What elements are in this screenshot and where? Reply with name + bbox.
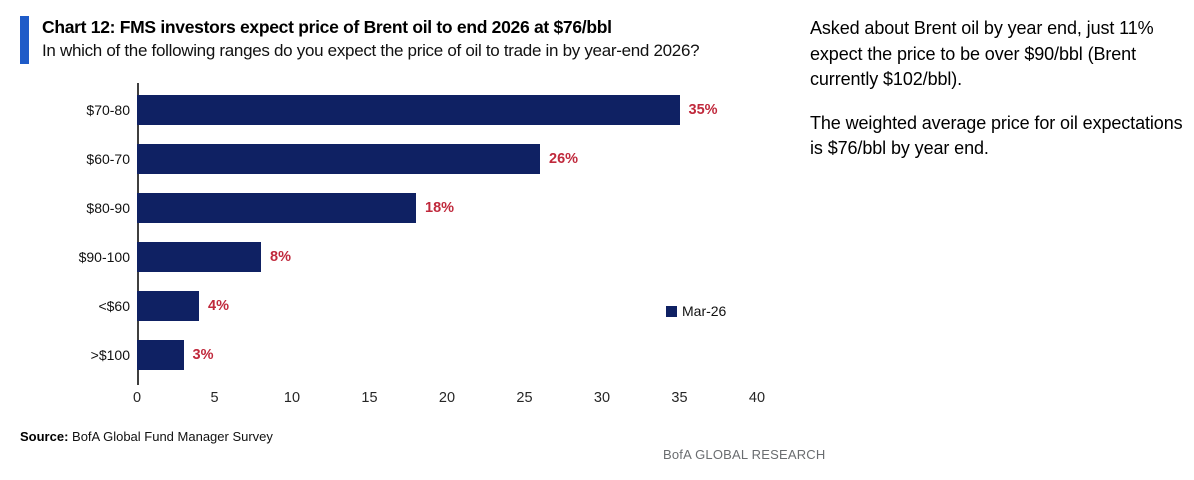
x-axis-tick: 30 [593,390,611,406]
category-label: $60-70 [86,150,130,167]
title-block: Chart 12: FMS investors expect price of … [42,16,700,64]
bar [137,340,184,371]
source-note: Source: BofA Global Fund Manager Survey [20,429,273,444]
bar-row: >$100 3% [91,331,757,380]
legend-label: Mar-26 [682,303,727,319]
bar-row: $60-70 26% [86,134,757,183]
commentary: Asked about Brent oil by year end, just … [810,16,1192,162]
x-axis-tick: 10 [283,390,301,406]
x-axis-tick: 15 [361,390,378,406]
value-label: 4% [208,298,229,315]
x-axis-tick: 5 [210,390,219,406]
bar [137,94,680,125]
source-text: BofA Global Fund Manager Survey [68,429,273,444]
category-label: $70-80 [86,101,130,118]
source-label: Source: [20,429,69,444]
category-label: $90-100 [78,249,130,266]
bar [137,143,540,174]
value-label: 35% [688,101,718,118]
value-label: 18% [425,199,455,216]
x-axis-tick: 20 [438,390,456,406]
x-axis-tick: 35 [671,390,688,406]
x-axis-tick: 40 [748,390,766,406]
commentary-para-1: Asked about Brent oil by year end, just … [810,18,1154,89]
accent-bar [20,16,29,64]
plot-area: $70-80 35% $60-70 26% $80-90 18% $90-100… [79,83,757,385]
legend: Mar-26 [666,303,726,319]
bar-row: $70-80 35% [86,85,757,134]
brand-text: BofA GLOBAL RESEARCH [663,447,826,462]
x-axis-tick: 0 [132,390,142,406]
bar-row: <$60 4% [98,282,757,331]
category-label: <$60 [98,298,130,315]
bar [137,192,416,223]
category-label: $80-90 [86,199,130,216]
bar [137,242,261,273]
page-title: Chart 12: FMS investors expect price of … [42,17,612,37]
value-label: 26% [549,150,579,167]
value-label: 8% [270,249,291,266]
y-axis-line [137,83,139,385]
value-label: 3% [192,347,214,364]
page-subtitle: In which of the following ranges do you … [42,41,700,60]
category-label: >$100 [90,347,130,364]
x-axis-tick: 25 [516,390,533,406]
x-axis: 0 5 10 15 20 25 30 35 40 [133,390,765,408]
bar-row: $90-100 8% [79,233,757,282]
bar [137,291,199,322]
legend-swatch-icon [666,305,677,317]
chart-header: Chart 12: FMS investors expect price of … [20,16,700,64]
commentary-para-2: The weighted average price for oil expec… [810,112,1183,159]
bar-row: $80-90 18% [86,183,757,232]
